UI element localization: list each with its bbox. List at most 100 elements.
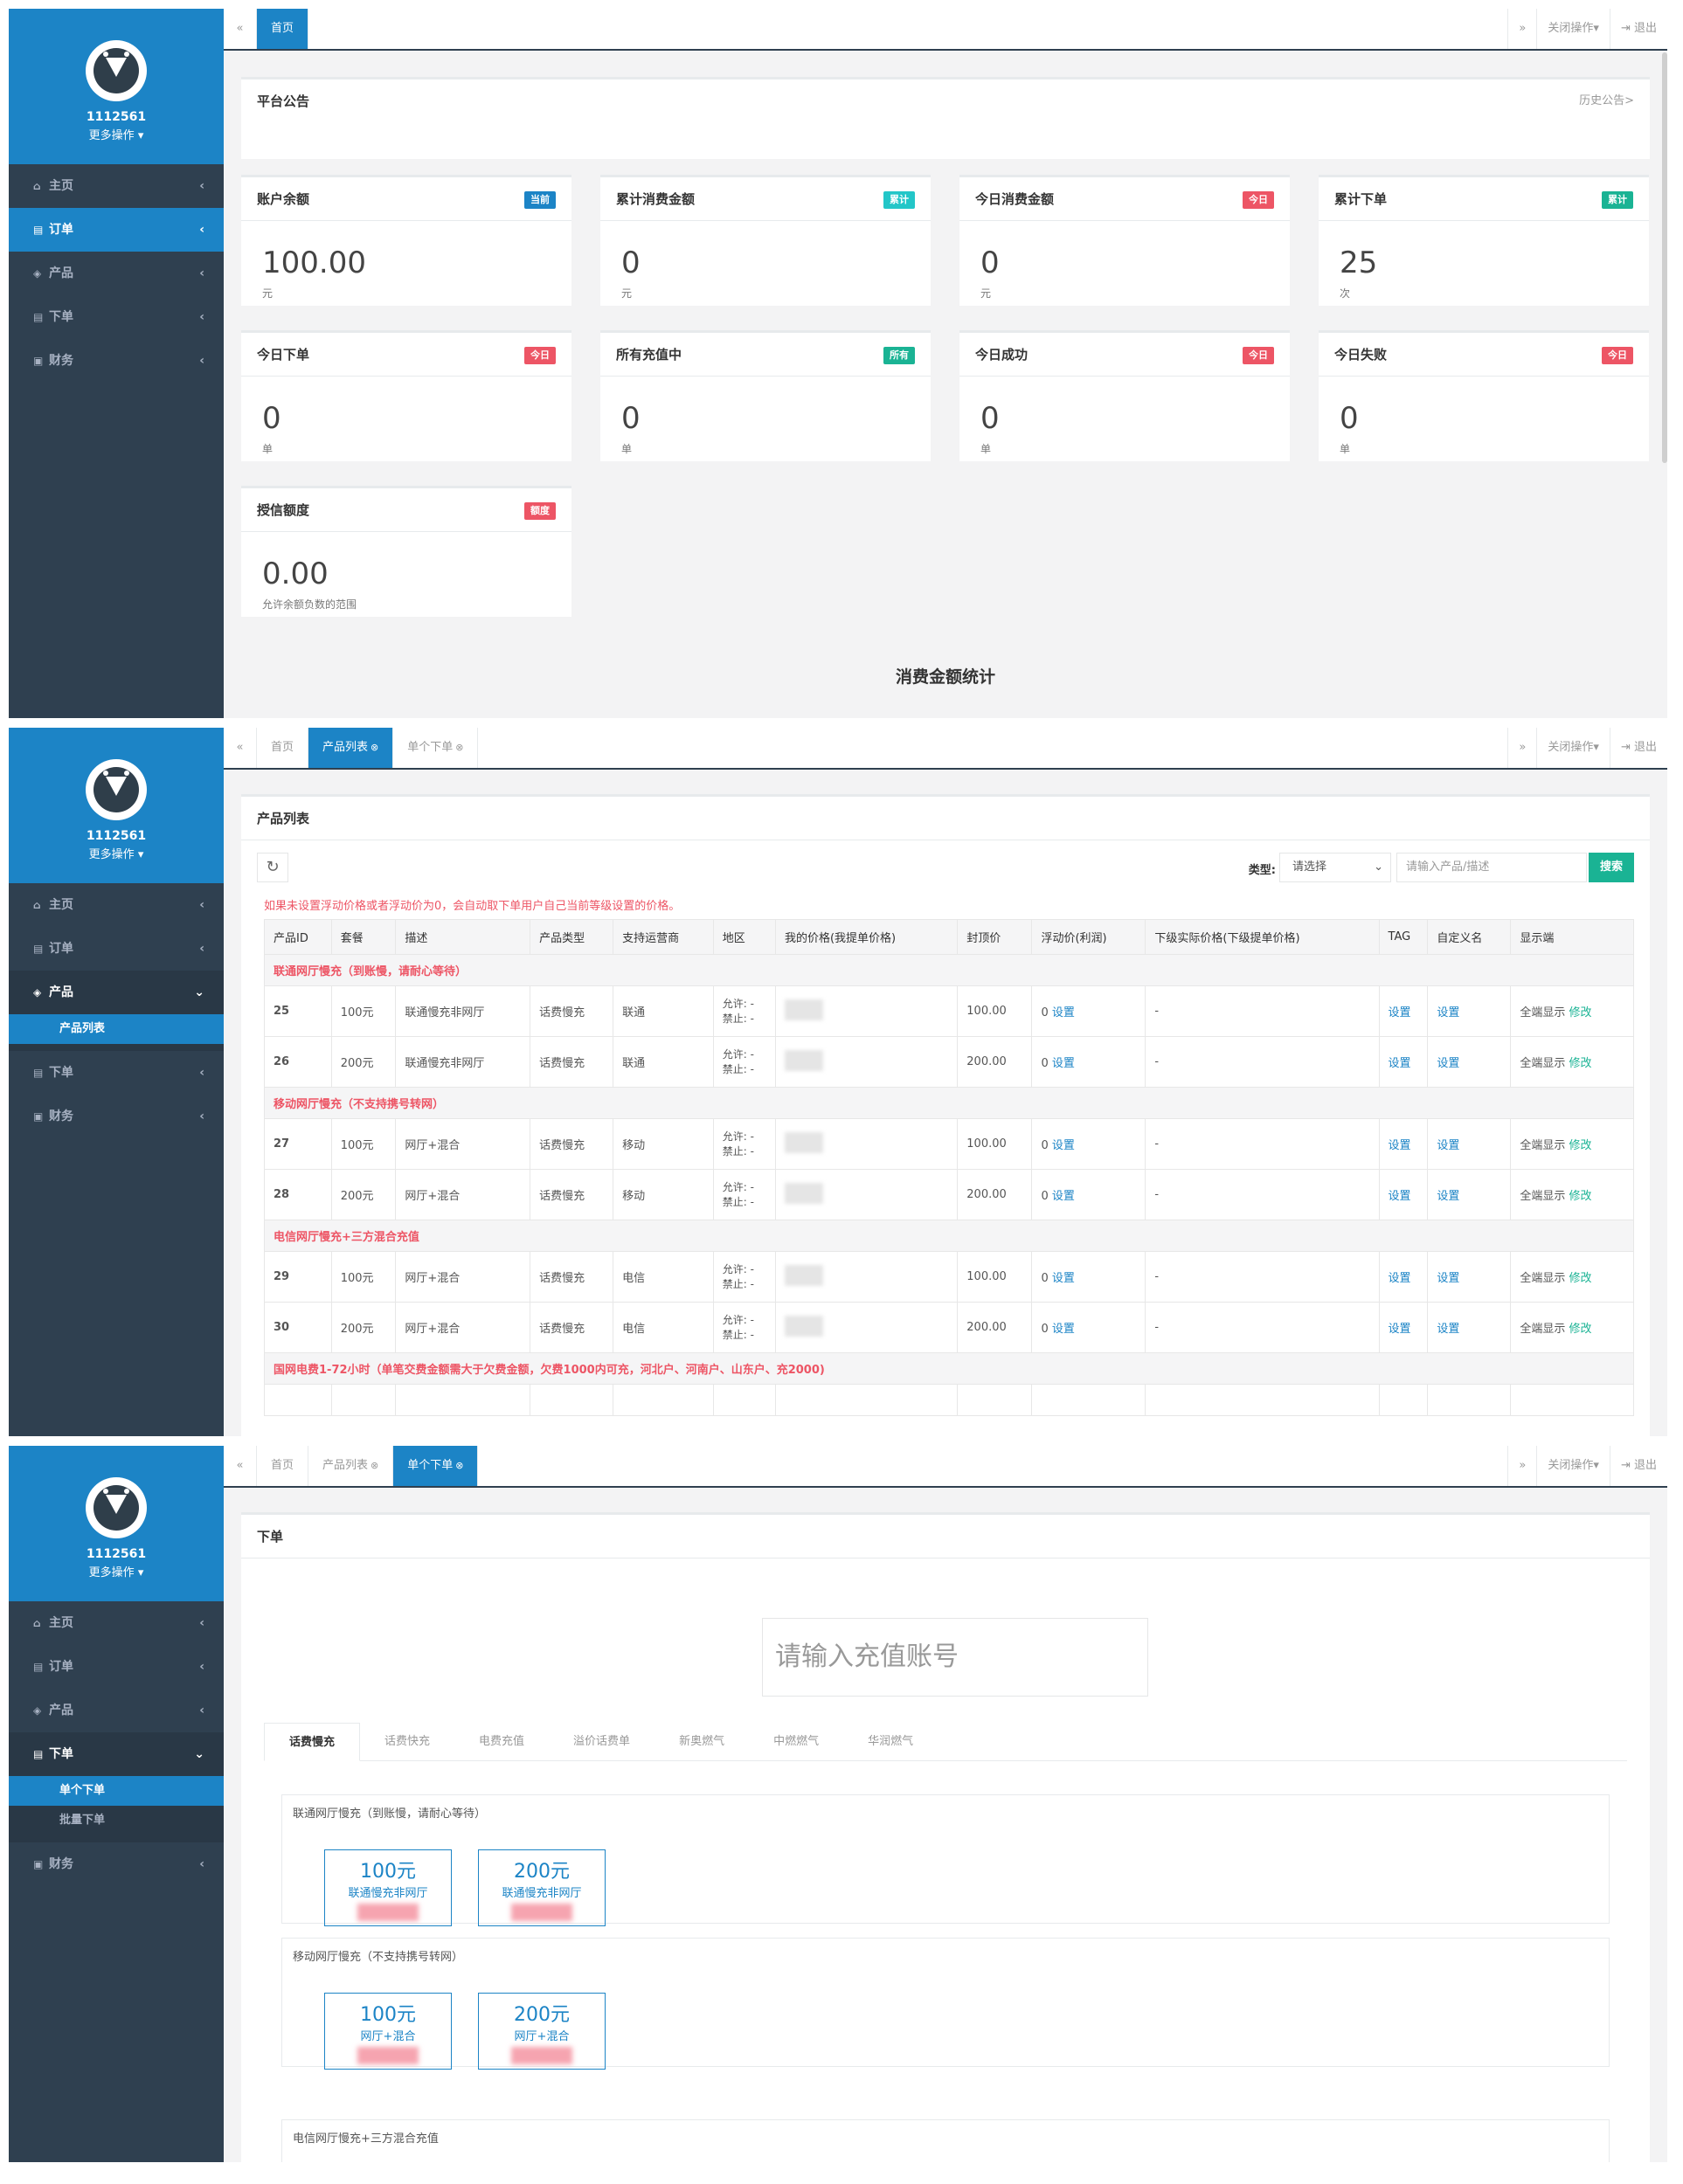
sidebar-item-order[interactable]: ▤ 订单 ‹: [9, 927, 224, 971]
set-float-link[interactable]: 设置: [1051, 1057, 1075, 1070]
sidebar-item-finance[interactable]: ▣ 财务 ‹: [9, 1095, 224, 1138]
set-tag-link[interactable]: 设置: [1388, 1139, 1411, 1152]
sidebar-item-finance[interactable]: ▣ 财务 ‹: [9, 1842, 224, 1886]
close-tab-icon[interactable]: ⊗: [371, 1460, 379, 1471]
tab-single-order[interactable]: 单个下单 ⊗: [393, 728, 479, 768]
set-float-link[interactable]: 设置: [1051, 1190, 1075, 1203]
order-type-tab[interactable]: 新奥燃气: [679, 1735, 725, 1748]
sidebar-item-finance[interactable]: ▣ 财务 ‹: [9, 339, 224, 383]
order-type-tab[interactable]: 华润燃气: [868, 1735, 914, 1748]
order-type-tab[interactable]: 溢价话费单: [573, 1735, 631, 1748]
search-input[interactable]: 请输入产品/描述: [1396, 853, 1587, 882]
avatar[interactable]: [86, 1477, 147, 1538]
order-type-tab[interactable]: 话费慢充: [264, 1723, 361, 1761]
set-custom-name-link[interactable]: 设置: [1437, 1139, 1460, 1152]
set-custom-name-link[interactable]: 设置: [1437, 1057, 1460, 1070]
sidebar-item-place-order[interactable]: ▤ 下单 ‹: [9, 295, 224, 339]
scrollbar[interactable]: [1662, 52, 1667, 463]
edit-display-link[interactable]: 修改: [1569, 1006, 1592, 1019]
history-notice-link[interactable]: 历史公告>: [1579, 94, 1634, 107]
sidebar-item-place-order[interactable]: ▤ 下单 ⌄: [9, 1732, 224, 1776]
sidebar-item-order[interactable]: ▤ 订单 ‹: [9, 1645, 224, 1689]
order-type-tab[interactable]: 中燃燃气: [773, 1735, 820, 1748]
stat-card: 累计消费金额 累计 0 元: [600, 175, 931, 306]
notice-title: 平台公告: [257, 93, 310, 109]
set-tag-link[interactable]: 设置: [1388, 1272, 1411, 1285]
product-option-card[interactable]: 100元 联通慢充非网厅: [324, 1849, 452, 1926]
my-price: [774, 1169, 959, 1220]
edit-display-link[interactable]: 修改: [1569, 1190, 1592, 1203]
refresh-button[interactable]: ↻: [257, 853, 288, 882]
sidebar-subitem-product-list[interactable]: 产品列表: [9, 1014, 224, 1044]
logout-button[interactable]: ⇥ 退出: [1609, 728, 1667, 768]
blurred-price: [357, 2047, 419, 2064]
sidebar-item-product[interactable]: ◈ 产品 ‹: [9, 252, 224, 295]
scroll-left-button[interactable]: «: [224, 1446, 257, 1486]
more-actions-menu[interactable]: 更多操作 ▾: [88, 1566, 144, 1579]
account-input[interactable]: 请输入充值账号: [762, 1618, 1148, 1697]
logout-icon: ⇥: [1620, 1459, 1631, 1472]
set-float-link[interactable]: 设置: [1051, 1139, 1075, 1152]
product-option-card[interactable]: 200元 网厅+混合: [478, 1993, 606, 2070]
set-custom-name-link[interactable]: 设置: [1437, 1272, 1460, 1285]
close-ops-menu[interactable]: 关闭操作▾: [1536, 728, 1610, 768]
set-custom-name-link[interactable]: 设置: [1437, 1006, 1460, 1019]
tab-product-list[interactable]: 产品列表 ⊗: [308, 728, 394, 768]
edit-display-link[interactable]: 修改: [1569, 1272, 1592, 1285]
avatar[interactable]: [86, 759, 147, 820]
close-tab-icon[interactable]: ⊗: [455, 1460, 464, 1471]
set-float-link[interactable]: 设置: [1051, 1272, 1075, 1285]
sidebar-item-place-order[interactable]: ▤ 下单 ‹: [9, 1051, 224, 1095]
close-ops-menu[interactable]: 关闭操作▾: [1536, 9, 1610, 49]
edit-display-link[interactable]: 修改: [1569, 1139, 1592, 1152]
tab-product-list[interactable]: 产品列表 ⊗: [308, 1446, 394, 1486]
close-tab-icon[interactable]: ⊗: [371, 742, 379, 753]
top-tabbar: « 首页 » 关闭操作▾ ⇥ 退出: [224, 9, 1667, 51]
scroll-right-button[interactable]: »: [1507, 1446, 1536, 1486]
scroll-left-button[interactable]: «: [224, 9, 257, 49]
custom-name-cell: 设置: [1427, 1302, 1512, 1353]
product-option-card[interactable]: 200元 联通慢充非网厅: [478, 1849, 606, 1926]
chevron-left-icon: ‹: [199, 1066, 204, 1080]
set-float-link[interactable]: 设置: [1051, 1006, 1075, 1019]
order-type-tab[interactable]: 话费快充: [384, 1735, 431, 1748]
package: 100元: [330, 1118, 397, 1170]
scroll-left-button[interactable]: «: [224, 728, 257, 768]
sidebar-item-product[interactable]: ◈ 产品 ⌄: [9, 971, 224, 1014]
logout-button[interactable]: ⇥ 退出: [1609, 1446, 1667, 1486]
scroll-right-button[interactable]: »: [1507, 728, 1536, 768]
sub-price: -: [1145, 1302, 1380, 1353]
set-custom-name-link[interactable]: 设置: [1437, 1323, 1460, 1336]
region: 允许: - 禁止: -: [712, 1118, 776, 1170]
order-type-tab[interactable]: 电费充值: [479, 1735, 525, 1748]
edit-display-link[interactable]: 修改: [1569, 1057, 1592, 1070]
sidebar-item-home[interactable]: ⌂ 主页 ‹: [9, 1601, 224, 1645]
set-tag-link[interactable]: 设置: [1388, 1057, 1411, 1070]
sidebar-item-order[interactable]: ▤ 订单 ‹: [9, 208, 224, 252]
type-select[interactable]: 请选择 ⌄: [1279, 853, 1391, 882]
product-option-card[interactable]: 100元 网厅+混合: [324, 1993, 452, 2070]
logout-button[interactable]: ⇥ 退出: [1609, 9, 1667, 49]
more-actions-menu[interactable]: 更多操作 ▾: [88, 129, 144, 142]
tab-single-order[interactable]: 单个下单 ⊗: [393, 1446, 479, 1486]
sidebar-item-product[interactable]: ◈ 产品 ‹: [9, 1689, 224, 1732]
set-tag-link[interactable]: 设置: [1388, 1190, 1411, 1203]
sidebar-subitem-batch-order[interactable]: 批量下单: [59, 1814, 106, 1827]
set-tag-link[interactable]: 设置: [1388, 1323, 1411, 1336]
sidebar-item-home[interactable]: ⌂ 主页 ‹: [9, 883, 224, 927]
sidebar-item-home[interactable]: ⌂ 主页 ‹: [9, 164, 224, 208]
scroll-right-button[interactable]: »: [1507, 9, 1536, 49]
close-tab-icon[interactable]: ⊗: [455, 742, 464, 753]
tab-home[interactable]: 首页: [257, 9, 309, 49]
more-actions-menu[interactable]: 更多操作 ▾: [88, 848, 144, 861]
close-ops-menu[interactable]: 关闭操作▾: [1536, 1446, 1610, 1486]
set-float-link[interactable]: 设置: [1051, 1323, 1075, 1336]
set-tag-link[interactable]: 设置: [1388, 1006, 1411, 1019]
tab-home[interactable]: 首页: [257, 1446, 309, 1486]
sidebar-subitem-single-order[interactable]: 单个下单: [9, 1776, 224, 1806]
set-custom-name-link[interactable]: 设置: [1437, 1190, 1460, 1203]
tab-home[interactable]: 首页: [257, 728, 309, 768]
avatar[interactable]: [86, 40, 147, 101]
search-button[interactable]: 搜索: [1589, 853, 1634, 882]
edit-display-link[interactable]: 修改: [1569, 1323, 1592, 1336]
